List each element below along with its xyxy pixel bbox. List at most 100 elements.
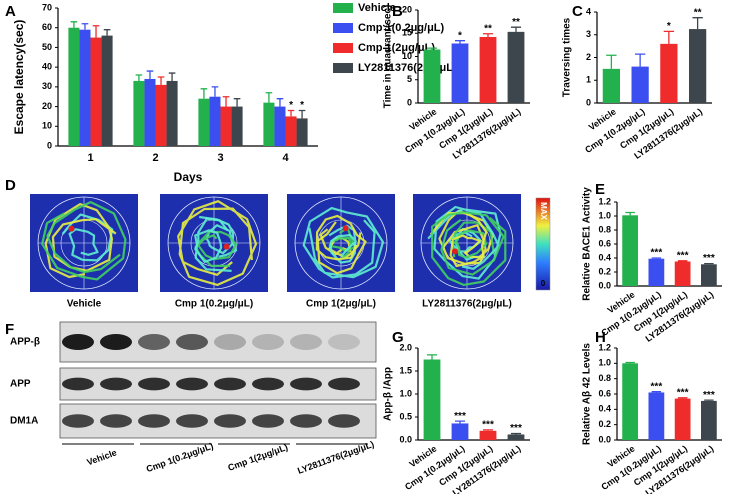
error-bar [92, 25, 100, 38]
y-tick-label: 0.2 [598, 266, 611, 276]
swim-track [302, 207, 385, 279]
bar [79, 29, 91, 146]
swim-track [41, 201, 127, 281]
y-axis-label: Relative Aβ 42 Levels [582, 343, 593, 445]
significance: * [667, 21, 671, 32]
heatmap-label: Cmp 1(0.2μg/μL) [175, 299, 253, 310]
swim-track [199, 215, 238, 258]
y-tick-label: 0.2 [598, 419, 611, 429]
legend-label: LY2811376(2μg/μL) [358, 62, 457, 74]
blot-band [328, 377, 360, 391]
y-axis-label: Relative BACE1 Activity [582, 187, 593, 301]
significance: * [289, 100, 293, 111]
error-bar [135, 74, 143, 81]
error-bar [692, 17, 703, 30]
legend-swatch [333, 43, 353, 53]
bar [423, 49, 441, 103]
error-bar [287, 109, 295, 117]
blot-band [176, 377, 208, 391]
y-tick-label: 1.2 [598, 342, 611, 352]
blot-band [252, 414, 284, 428]
bar [660, 43, 678, 103]
bar [701, 400, 717, 440]
significance: *** [677, 387, 689, 398]
error-bar [200, 88, 208, 99]
y-tick-label: 1.0 [598, 358, 611, 368]
blot-band [214, 334, 246, 350]
y-tick-label: 0.6 [598, 238, 611, 248]
error-bar [606, 54, 617, 69]
hotspot [342, 225, 349, 232]
error-bar [103, 29, 111, 36]
error-bar [677, 397, 688, 399]
bar [622, 215, 638, 286]
bar [648, 258, 665, 286]
blot-band [100, 377, 132, 391]
error-bar [265, 92, 273, 103]
bar [479, 430, 497, 440]
error-bar [211, 86, 219, 97]
bar [209, 96, 221, 146]
y-tick-label: 0.0 [399, 434, 412, 444]
significance: *** [703, 253, 715, 264]
bar [101, 35, 113, 146]
error-bar [510, 26, 522, 32]
significance: *** [677, 250, 689, 261]
panel-label: H [595, 329, 606, 346]
error-bar [81, 23, 89, 30]
blot-group-label: Cmp 1(2μg/μL) [226, 442, 289, 473]
error-bar [482, 429, 494, 431]
swim-track [177, 200, 258, 286]
y-tick-label: 15 [402, 28, 412, 38]
swim-track [315, 214, 367, 275]
y-tick-label: 10 [402, 51, 412, 61]
y-tick-label: 50 [42, 42, 52, 52]
legend-label: Vehicle [358, 2, 396, 14]
blot-band [290, 334, 322, 350]
panel-label: F [5, 321, 14, 338]
y-tick-label: 5 [407, 74, 412, 84]
blot-band [176, 334, 208, 350]
bar [90, 37, 102, 147]
significance: ** [512, 17, 520, 28]
error-bar [426, 354, 438, 360]
panel-label: A [5, 3, 16, 20]
y-tick-label: 0.8 [598, 373, 611, 383]
x-tick-label: 2 [152, 152, 158, 164]
y-tick-label: 0.4 [598, 404, 611, 414]
error-bar [651, 257, 662, 259]
legend-swatch [333, 3, 353, 13]
y-tick-label: 60 [42, 22, 52, 32]
blot-band [138, 377, 170, 391]
swim-track [429, 212, 488, 268]
y-tick-label: 0.0 [598, 434, 611, 444]
swim-track [44, 203, 117, 279]
blot-band [100, 334, 132, 350]
heatmap-label: Vehicle [67, 299, 102, 310]
scale-min: 0 [541, 279, 546, 288]
bar [648, 392, 665, 440]
blot-band [328, 414, 360, 428]
y-tick-label: 0 [407, 97, 412, 107]
bar [285, 116, 297, 146]
y-tick-label: 0.0 [598, 280, 611, 290]
bar [507, 434, 525, 440]
error-bar [157, 76, 165, 85]
error-bar [663, 30, 675, 44]
x-tick-label: 4 [282, 152, 289, 164]
significance: ** [694, 7, 702, 18]
bar [674, 261, 691, 286]
significance: *** [651, 381, 663, 392]
blot-band [252, 377, 284, 391]
y-axis-label: Time in quadrant(sec) [383, 5, 394, 109]
y-tick-label: 0.6 [598, 388, 611, 398]
blot-band [62, 334, 94, 350]
error-bar [454, 420, 466, 424]
y-tick-label: 20 [42, 101, 52, 111]
error-bar [146, 70, 154, 79]
error-bar [298, 109, 306, 119]
blot-group-label: Vehicle [85, 447, 118, 467]
bar [198, 98, 210, 146]
panel-label: G [392, 329, 404, 346]
